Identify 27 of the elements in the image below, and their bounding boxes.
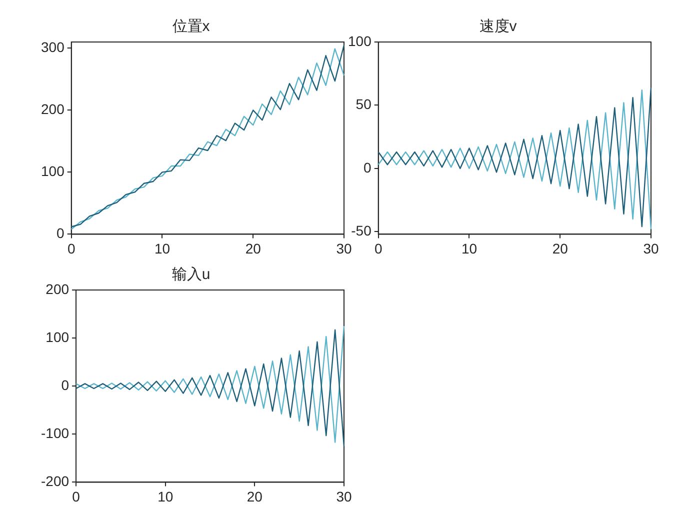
x-tick-label: 20 <box>552 240 568 256</box>
x-tick-label: 10 <box>154 240 170 256</box>
chart-title: 输入u <box>172 266 210 284</box>
y-tick-label: 100 <box>41 163 65 180</box>
x-tick-label: 0 <box>374 240 382 256</box>
chart-title: 位置x <box>172 18 210 36</box>
y-tick-label: 200 <box>41 101 65 118</box>
y-tick-label: 100 <box>46 328 70 345</box>
x-tick-label: 20 <box>245 240 262 256</box>
x-tick-label: 30 <box>336 488 352 504</box>
x-tick-label: 10 <box>461 240 478 256</box>
y-tick-label: 50 <box>356 96 372 112</box>
y-tick-label: -50 <box>351 222 372 239</box>
x-tick-label: 30 <box>643 240 659 256</box>
x-tick-label: 20 <box>246 488 263 504</box>
chart-title: 速度v <box>479 18 518 36</box>
y-tick-label: 0 <box>61 376 70 393</box>
y-tick-label: 0 <box>364 159 372 176</box>
y-tick-label: 300 <box>41 39 65 56</box>
y-tick-label: 0 <box>56 225 65 242</box>
x-tick-label: 10 <box>158 488 174 504</box>
x-tick-label: 0 <box>72 488 80 504</box>
y-tick-label: -100 <box>40 425 70 442</box>
x-tick-label: 30 <box>336 240 352 256</box>
y-tick-label: 200 <box>46 280 70 297</box>
y-tick-label: -200 <box>40 473 70 490</box>
y-tick-label: 100 <box>348 32 372 49</box>
